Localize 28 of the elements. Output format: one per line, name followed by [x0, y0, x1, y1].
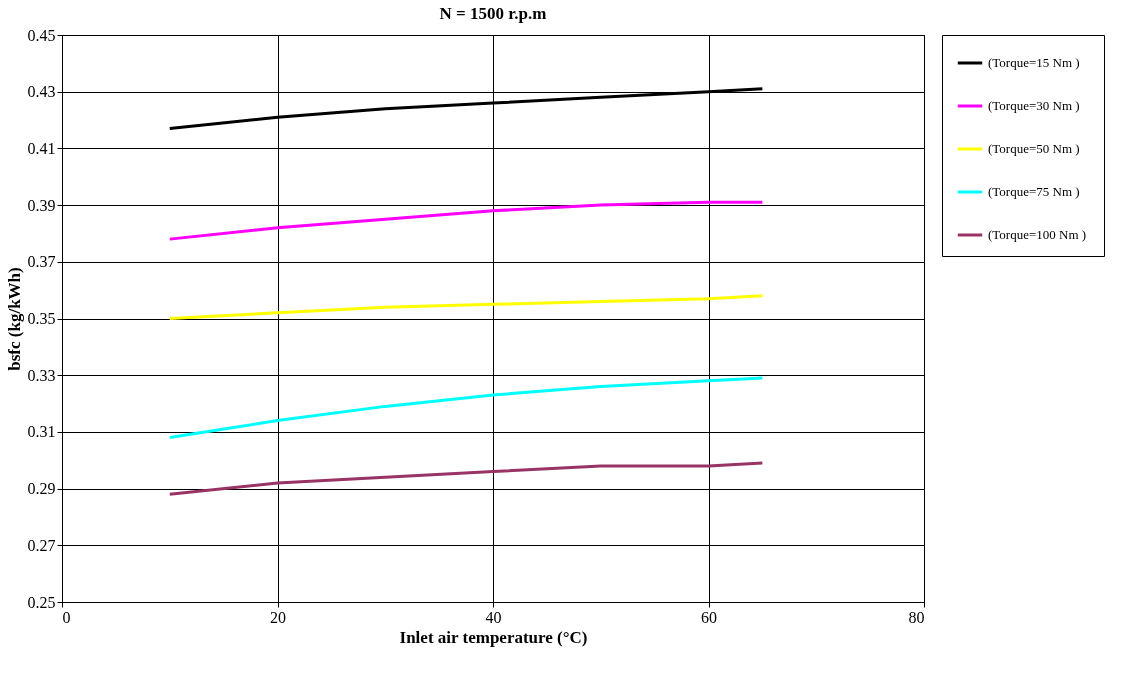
- legend-label: (Torque=15 Nm ): [988, 55, 1080, 70]
- x-axis-title: Inlet air temperature (°C): [399, 627, 588, 647]
- y-tick-label: 0.27: [27, 536, 56, 554]
- legend-label: (Torque=75 Nm ): [988, 184, 1080, 199]
- y-axis-title: bsfc (kg/kWh): [4, 267, 24, 371]
- line-series: [168, 200, 764, 241]
- line-series: [168, 461, 764, 496]
- x-tick-label: 20: [270, 608, 286, 626]
- y-tick-label: 0.33: [27, 366, 56, 384]
- x-tick-label: 0: [62, 608, 71, 626]
- line-series: [168, 376, 764, 440]
- y-tick-label: 0.43: [27, 83, 56, 101]
- x-tick-label: 40: [485, 608, 502, 626]
- legend-label: (Torque=50 Nm ): [988, 141, 1080, 156]
- x-tick-label: 60: [701, 608, 717, 626]
- y-tick-label: 0.45: [27, 26, 56, 44]
- y-tick-label: 0.37: [27, 253, 56, 271]
- x-tick-label: 80: [908, 608, 925, 626]
- legend-label: (Torque=30 Nm ): [988, 98, 1080, 113]
- chart-title: N = 1500 r.p.m: [439, 4, 547, 23]
- y-tick-label: 0.25: [27, 593, 56, 611]
- y-tick-label: 0.39: [27, 196, 56, 214]
- y-tick-label: 0.29: [27, 480, 56, 498]
- y-tick-label: 0.35: [27, 310, 56, 327]
- line-series: [168, 294, 764, 320]
- y-tick-label: 0.31: [27, 423, 56, 441]
- legend-label: (Torque=100 Nm ): [988, 227, 1087, 242]
- y-tick-label: 0.41: [27, 139, 56, 157]
